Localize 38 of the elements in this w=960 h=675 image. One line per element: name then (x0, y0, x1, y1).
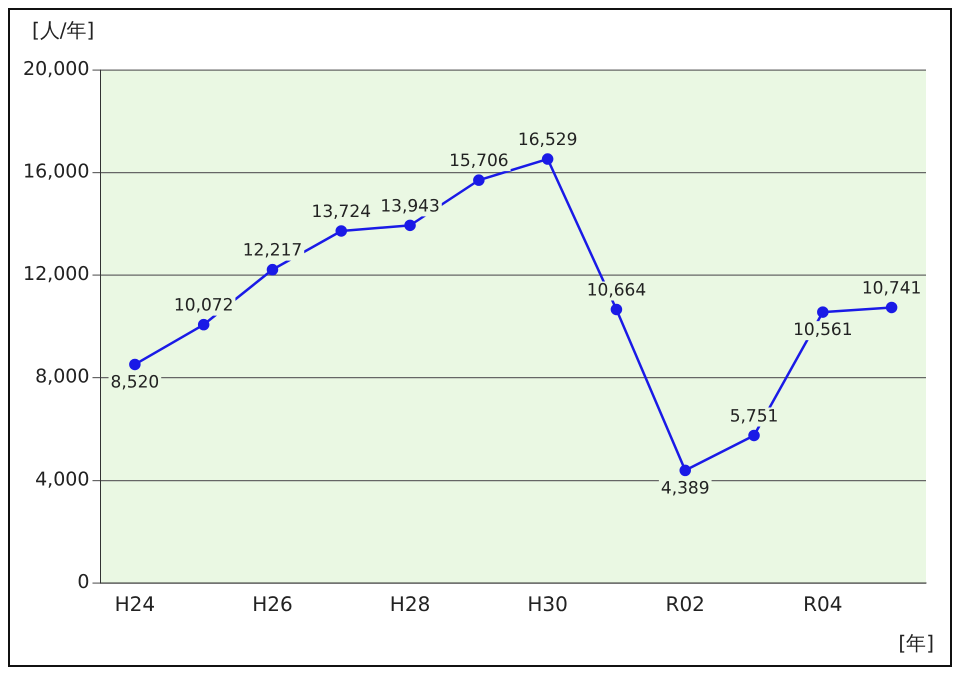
data-label: 5,751 (730, 406, 778, 426)
point (336, 225, 348, 237)
y-tick-label: 8,000 (35, 366, 90, 388)
y-tick-label: 12,000 (22, 263, 90, 286)
x-tick-label: R02 (666, 592, 705, 616)
data-label: 4,389 (660, 478, 710, 498)
data-label: 10,741 (862, 278, 922, 298)
point (610, 304, 622, 316)
data-label: 8,520 (110, 372, 160, 392)
data-label: 10,664 (586, 280, 646, 300)
point (817, 306, 829, 318)
point (129, 358, 141, 370)
data-label: 15,706 (449, 151, 509, 172)
point (748, 430, 760, 442)
y-tick-label: 4,000 (35, 468, 90, 490)
y-tick-label: 0 (77, 570, 90, 593)
point (679, 464, 691, 476)
x-tick-label: H30 (527, 592, 568, 616)
y-tick-label: 20,000 (22, 58, 90, 80)
x-tick-label: R04 (803, 592, 842, 616)
data-label: 13,943 (380, 196, 440, 216)
x-tick-label: H26 (252, 592, 293, 616)
x-tick-label: H28 (390, 592, 430, 616)
point (886, 302, 898, 314)
data-label: 10,561 (793, 320, 853, 340)
y-tick-label: 16,000 (22, 160, 90, 183)
y-axis-title: [人/年] (32, 18, 94, 42)
data-label: 10,072 (174, 296, 234, 316)
data-label: 12,217 (242, 240, 302, 261)
point (266, 264, 278, 276)
data-label: 16,529 (518, 130, 578, 150)
data-label: 13,724 (312, 202, 371, 222)
point (198, 318, 210, 330)
point (542, 153, 554, 165)
point (473, 174, 485, 186)
x-axis-title: [年] (898, 631, 934, 656)
point (404, 220, 416, 232)
x-tick-label: H24 (114, 592, 156, 616)
